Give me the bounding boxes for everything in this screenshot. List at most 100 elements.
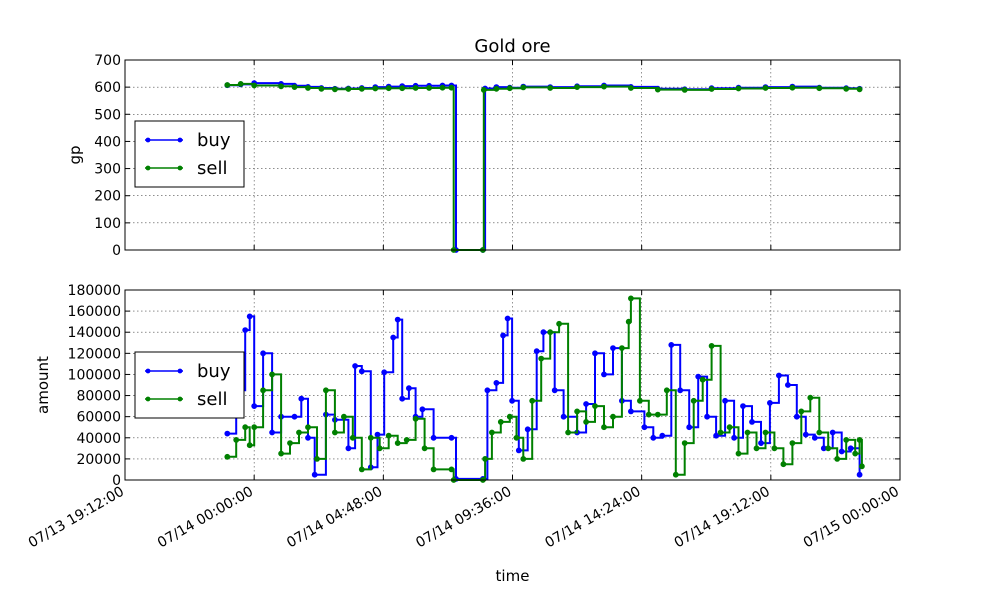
data-point-sell	[681, 87, 688, 93]
data-point-sell	[251, 424, 258, 431]
data-point-buy	[358, 368, 365, 375]
data-point-buy	[246, 313, 253, 320]
data-point-sell	[753, 445, 760, 452]
data-point-sell	[480, 87, 487, 93]
x-tick-label: 07/14 14:24:00	[542, 484, 643, 552]
legend-box	[134, 120, 245, 188]
series-line-sell	[227, 82, 861, 251]
data-point-buy	[560, 413, 567, 420]
data-point-sell	[843, 437, 850, 443]
data-point-sell	[681, 440, 688, 447]
legend-marker	[177, 137, 183, 143]
plot-frame	[124, 289, 901, 481]
data-point-sell	[318, 85, 325, 92]
legend: buy sell	[134, 120, 245, 188]
data-point-sell	[269, 371, 276, 378]
data-point-sell	[547, 329, 554, 336]
data-point-buy	[592, 350, 598, 357]
data-point-sell	[538, 355, 545, 362]
data-point-buy	[740, 403, 746, 410]
data-point-buy	[722, 397, 728, 404]
data-point-buy	[601, 371, 607, 378]
data-point-buy	[484, 387, 491, 394]
data-point-sell	[224, 453, 231, 460]
data-point-sell	[426, 85, 433, 91]
data-point-sell	[601, 424, 607, 431]
data-point-sell	[305, 85, 311, 91]
price-panel: 0 100 200 300 400 500 600 700 Gold ore gp buy sell	[66, 36, 901, 259]
data-point-sell	[789, 440, 796, 447]
data-point-buy	[767, 400, 773, 406]
data-point-buy	[394, 316, 401, 323]
data-point-sell	[372, 85, 379, 92]
data-point-sell	[816, 85, 823, 92]
data-point-sell	[625, 318, 632, 325]
data-point-sell	[717, 429, 724, 436]
amount-panel: 0 20000 40000 60000 80000 100000 120000 140000 1…	[26, 283, 902, 585]
data-point-sell	[574, 408, 580, 415]
data-point-sell	[233, 437, 240, 443]
data-point-sell	[852, 450, 859, 457]
legend-label-buy: buy	[197, 130, 231, 151]
data-point-sell	[672, 471, 679, 478]
data-point-sell	[358, 466, 365, 473]
x-tick-label: 07/13 19:12:00	[26, 484, 127, 552]
y-tick-label: 100	[94, 216, 121, 232]
data-point-sell	[856, 437, 863, 443]
data-point-buy	[533, 348, 540, 355]
data-point-sell	[592, 403, 598, 410]
data-point-sell	[610, 413, 616, 420]
data-point-sell	[834, 456, 841, 462]
data-point-buy	[291, 413, 298, 420]
data-point-sell	[708, 343, 715, 349]
data-point-sell	[789, 84, 796, 91]
x-tick-label: 07/15 00:00:00	[801, 484, 902, 552]
data-point-buy	[776, 372, 782, 379]
y-tick-label: 160000	[68, 304, 121, 320]
data-point-sell	[394, 440, 401, 447]
data-point-buy	[802, 431, 809, 438]
y-tick-label: 700	[94, 53, 121, 69]
data-point-buy	[406, 385, 412, 392]
data-point-sell	[565, 429, 571, 436]
y-tick-label: 40000	[76, 431, 121, 447]
y-tick-label: 300	[94, 162, 121, 178]
data-point-buy	[704, 413, 710, 420]
data-point-sell	[482, 456, 489, 462]
data-point-buy	[448, 434, 455, 441]
data-point-buy	[686, 424, 693, 431]
data-point-sell	[287, 440, 293, 447]
legend-marker	[145, 137, 151, 143]
data-point-sell	[278, 83, 285, 90]
data-point-buy	[628, 408, 634, 415]
data-point-buy	[551, 387, 558, 394]
data-point-sell	[780, 461, 787, 468]
data-point-sell	[708, 86, 715, 92]
data-point-buy	[242, 327, 249, 334]
data-point-sell	[520, 456, 527, 462]
legend-box	[134, 351, 245, 419]
x-tick-label: 07/14 09:36:00	[413, 484, 514, 552]
data-point-buy	[731, 434, 737, 441]
series-line-sell	[227, 297, 863, 481]
data-point-buy	[345, 445, 352, 452]
data-point-sell	[735, 450, 742, 457]
data-point-buy	[352, 363, 359, 369]
data-point-buy	[749, 419, 755, 425]
y-tick-label: 60000	[76, 410, 121, 426]
data-point-sell	[762, 85, 769, 91]
data-point-buy	[713, 432, 719, 439]
data-point-sell	[385, 432, 392, 439]
data-point-buy	[641, 424, 648, 431]
data-point-sell	[412, 85, 419, 91]
y-tick-label: 200	[94, 189, 121, 205]
data-point-sell	[520, 84, 527, 91]
data-point-buy	[583, 401, 589, 407]
data-point-sell	[242, 424, 249, 431]
x-tick-label: 07/14 04:48:00	[284, 484, 385, 552]
data-point-buy	[493, 380, 500, 386]
data-point-sell	[412, 415, 419, 422]
y-tick-label: 80000	[76, 389, 121, 405]
data-point-sell	[628, 295, 634, 302]
